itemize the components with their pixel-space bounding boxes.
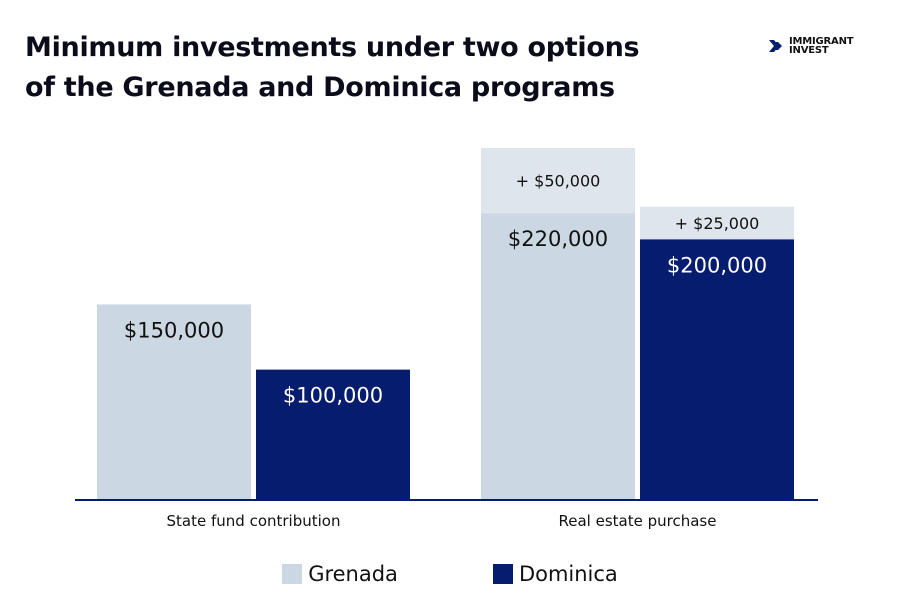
- logo: IMMIGRANT INVEST: [768, 36, 854, 56]
- title-line-2: of the Grenada and Dominica programs: [25, 72, 615, 103]
- bar-extra-label: + $50,000: [516, 172, 601, 191]
- legend-swatch-grenada: [282, 564, 303, 584]
- logo-text-1: IMMIGRANT: [789, 36, 854, 47]
- legend-label-dominica: Dominica: [518, 562, 618, 586]
- bar-dominica: [640, 239, 794, 500]
- bar-dominica: [256, 369, 410, 500]
- legend-label-grenada: Grenada: [308, 562, 398, 586]
- bar-value-label: $150,000: [124, 318, 224, 342]
- bar-extra-dominica: [640, 206, 794, 240]
- legend: Grenada Dominica: [0, 562, 900, 586]
- bar-value-label: $220,000: [508, 227, 608, 251]
- bar-value-label: $200,000: [667, 253, 767, 277]
- bar-value-label: $100,000: [283, 384, 383, 408]
- legend-item-grenada: Grenada: [282, 562, 398, 586]
- x-tick-label: Real estate purchase: [559, 512, 717, 530]
- legend-swatch-dominica: [492, 564, 513, 584]
- title-line-1: Minimum investments under two options: [25, 32, 640, 63]
- bar-extra-grenada: [481, 148, 635, 214]
- x-tick-label: State fund contribution: [167, 512, 341, 530]
- bar-grenada: [481, 213, 635, 500]
- chart-title: Minimum investments under two options of…: [25, 28, 640, 108]
- chevron-logo-icon: [769, 40, 782, 52]
- bar-extra-label: + $25,000: [675, 214, 760, 233]
- logo-text-2: INVEST: [789, 45, 829, 56]
- bar-grenada: [97, 304, 251, 500]
- legend-item-dominica: Dominica: [492, 562, 618, 586]
